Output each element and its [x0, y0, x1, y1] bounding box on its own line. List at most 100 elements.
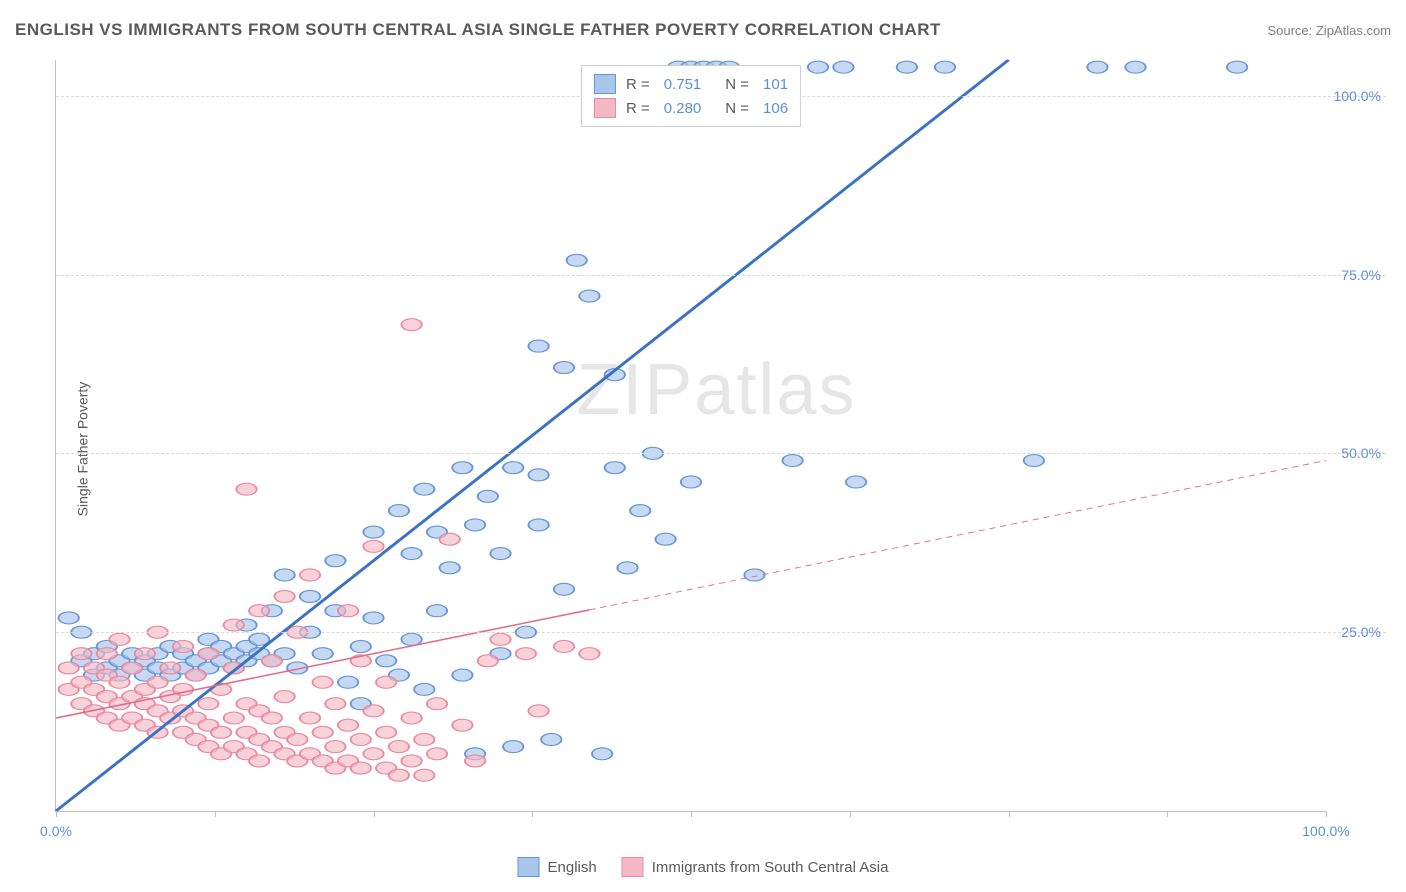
- data-point: [1125, 61, 1145, 73]
- legend-n-value: 106: [763, 100, 788, 117]
- bottom-legend: English Immigrants from South Central Asi…: [518, 857, 889, 877]
- data-point: [351, 762, 371, 774]
- data-point: [389, 741, 409, 753]
- legend-r-value: 0.280: [664, 100, 702, 117]
- data-point: [579, 290, 599, 302]
- legend-swatch: [594, 98, 616, 118]
- data-point: [465, 755, 485, 767]
- data-point: [71, 648, 91, 660]
- data-point: [363, 705, 383, 717]
- data-point: [541, 733, 561, 745]
- data-point: [427, 605, 447, 617]
- x-tick: [56, 811, 57, 817]
- legend-r-label: R =: [626, 100, 650, 117]
- x-tick-label: 100.0%: [1302, 823, 1349, 839]
- data-point: [401, 755, 421, 767]
- data-point: [401, 633, 421, 645]
- data-point: [452, 669, 472, 681]
- bottom-legend-item: Immigrants from South Central Asia: [622, 857, 889, 877]
- data-point: [338, 719, 358, 731]
- data-point: [490, 633, 510, 645]
- data-point: [122, 662, 142, 674]
- plot-area: ZIPatlas R =0.751N =101R =0.280N =106 25…: [55, 60, 1326, 812]
- data-point: [300, 569, 320, 581]
- data-point: [313, 726, 333, 738]
- y-tick-label: 100.0%: [1334, 88, 1381, 104]
- data-point: [274, 691, 294, 703]
- data-point: [440, 562, 460, 574]
- data-point: [1024, 455, 1044, 467]
- data-point: [401, 712, 421, 724]
- data-point: [414, 483, 434, 495]
- data-point: [198, 698, 218, 710]
- legend-box: R =0.751N =101R =0.280N =106: [581, 65, 801, 127]
- legend-label: Immigrants from South Central Asia: [652, 859, 889, 876]
- data-point: [389, 769, 409, 781]
- data-point: [325, 741, 345, 753]
- x-tick: [215, 811, 216, 817]
- data-point: [211, 726, 231, 738]
- data-point: [414, 733, 434, 745]
- data-point: [630, 505, 650, 517]
- data-point: [782, 455, 802, 467]
- data-point: [414, 683, 434, 695]
- data-point: [274, 569, 294, 581]
- data-point: [554, 362, 574, 374]
- data-point: [109, 633, 129, 645]
- data-point: [236, 483, 256, 495]
- data-point: [135, 648, 155, 660]
- bottom-legend-item: English: [518, 857, 597, 877]
- y-tick-label: 25.0%: [1341, 624, 1381, 640]
- data-point: [325, 555, 345, 567]
- data-point: [897, 61, 917, 73]
- x-tick: [374, 811, 375, 817]
- gridline: [56, 275, 1386, 276]
- data-point: [338, 676, 358, 688]
- data-point: [579, 648, 599, 660]
- data-point: [452, 719, 472, 731]
- regression-line: [56, 60, 1009, 811]
- gridline: [56, 453, 1386, 454]
- data-point: [401, 548, 421, 560]
- data-point: [503, 462, 523, 474]
- data-point: [478, 655, 498, 667]
- data-point: [147, 676, 167, 688]
- data-point: [363, 526, 383, 538]
- data-point: [109, 676, 129, 688]
- data-point: [528, 519, 548, 531]
- header: ENGLISH VS IMMIGRANTS FROM SOUTH CENTRAL…: [15, 20, 1391, 40]
- legend-r-label: R =: [626, 76, 650, 93]
- data-point: [846, 476, 866, 488]
- data-point: [173, 640, 193, 652]
- legend-n-value: 101: [763, 76, 788, 93]
- data-point: [681, 476, 701, 488]
- data-point: [452, 462, 472, 474]
- data-point: [224, 619, 244, 631]
- data-point: [376, 676, 396, 688]
- data-point: [1087, 61, 1107, 73]
- data-point: [351, 733, 371, 745]
- data-point: [554, 583, 574, 595]
- legend-n-label: N =: [725, 100, 749, 117]
- legend-swatch: [622, 857, 644, 877]
- source-label: Source: ZipAtlas.com: [1267, 23, 1391, 38]
- data-point: [160, 662, 180, 674]
- data-point: [389, 505, 409, 517]
- data-point: [592, 748, 612, 760]
- data-point: [833, 61, 853, 73]
- chart-title: ENGLISH VS IMMIGRANTS FROM SOUTH CENTRAL…: [15, 20, 941, 40]
- data-point: [427, 748, 447, 760]
- data-point: [224, 712, 244, 724]
- data-point: [59, 662, 79, 674]
- data-point: [186, 669, 206, 681]
- data-point: [401, 319, 421, 331]
- data-point: [528, 469, 548, 481]
- x-tick: [532, 811, 533, 817]
- data-point: [363, 540, 383, 552]
- data-point: [249, 755, 269, 767]
- data-point: [1227, 61, 1247, 73]
- data-point: [363, 612, 383, 624]
- chart-container: Single Father Poverty ZIPatlas R =0.751N…: [55, 55, 1386, 842]
- data-point: [262, 655, 282, 667]
- data-point: [528, 705, 548, 717]
